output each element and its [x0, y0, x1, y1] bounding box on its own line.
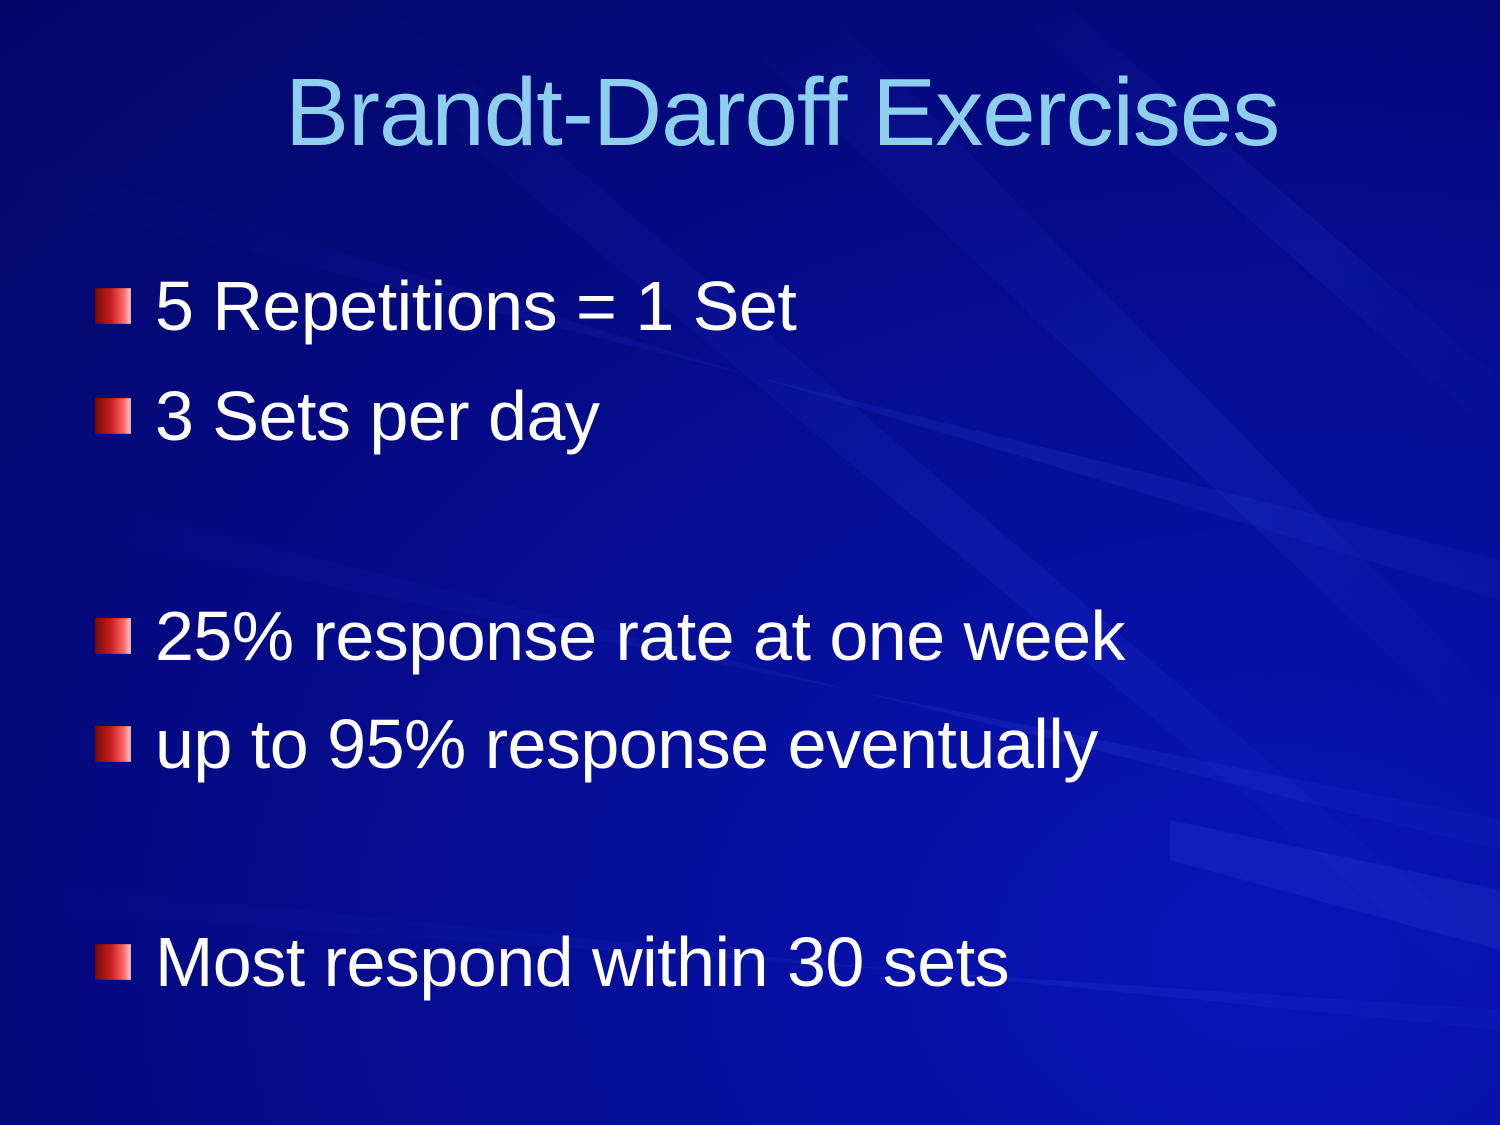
bullet-item: 25% response rate at one week — [95, 596, 1126, 676]
bullet-item: 3 Sets per day — [95, 376, 600, 456]
bullet-item: Most respond within 30 sets — [95, 922, 1010, 1002]
red-square-bullet-icon — [95, 726, 131, 762]
red-square-bullet-icon — [95, 288, 131, 324]
bullet-text: Most respond within 30 sets — [155, 923, 1010, 1001]
red-square-bullet-icon — [95, 618, 131, 654]
slide-title: Brandt-Daroff Exercises — [285, 59, 1280, 166]
bullet-item: up to 95% response eventually — [95, 704, 1098, 784]
bullet-text: 3 Sets per day — [155, 377, 600, 455]
red-square-bullet-icon — [95, 398, 131, 434]
bullet-text: up to 95% response eventually — [155, 705, 1098, 783]
bullet-text: 5 Repetitions = 1 Set — [155, 267, 797, 345]
bullet-item: 5 Repetitions = 1 Set — [95, 266, 797, 346]
red-square-bullet-icon — [95, 944, 131, 980]
bullet-text: 25% response rate at one week — [155, 597, 1126, 675]
